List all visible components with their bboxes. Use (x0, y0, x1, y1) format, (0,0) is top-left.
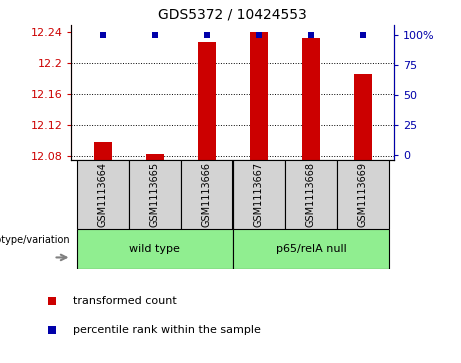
Text: p65/relA null: p65/relA null (276, 244, 346, 254)
Text: GSM1113665: GSM1113665 (150, 162, 160, 227)
Bar (77, 229, 233, 269)
Bar (181, 160, 233, 229)
Bar (146, 154, 164, 160)
Text: GSM1113667: GSM1113667 (254, 162, 264, 227)
Text: GSM1113666: GSM1113666 (202, 162, 212, 227)
Text: transformed count: transformed count (73, 297, 177, 306)
Text: GSM1113668: GSM1113668 (306, 162, 316, 227)
Title: GDS5372 / 10424553: GDS5372 / 10424553 (159, 8, 307, 21)
Bar (250, 32, 268, 160)
Bar (337, 160, 389, 229)
Text: genotype/variation: genotype/variation (0, 235, 70, 245)
Bar (77, 160, 129, 229)
Bar (233, 160, 285, 229)
Text: percentile rank within the sample: percentile rank within the sample (73, 325, 261, 335)
Bar (129, 160, 181, 229)
Bar (198, 42, 216, 160)
Bar (285, 160, 337, 229)
Bar (302, 38, 320, 160)
Text: wild type: wild type (129, 244, 180, 254)
Bar (354, 74, 372, 160)
Text: GSM1113669: GSM1113669 (358, 162, 368, 227)
Bar (233, 229, 389, 269)
Bar (94, 142, 112, 160)
Text: GSM1113664: GSM1113664 (98, 162, 108, 227)
